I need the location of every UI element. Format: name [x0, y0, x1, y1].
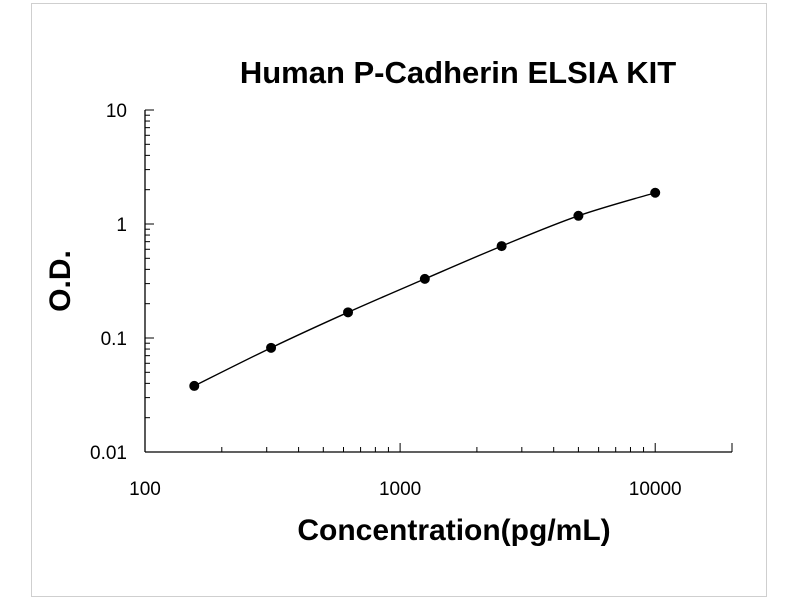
x-tick-label: 100: [129, 479, 161, 500]
axis-tick-labels: 100 1000 10000 0.01 0.1 1 10: [90, 101, 682, 500]
data-point: [573, 210, 584, 221]
data-point: [189, 380, 200, 391]
data-point: [343, 307, 354, 318]
x-axis-label: Concentration(pg/mL): [297, 514, 610, 547]
x-tick-label: 1000: [379, 479, 421, 500]
y-tick-label: 1: [116, 215, 127, 236]
axis-ticks: [144, 109, 733, 453]
data-point: [496, 241, 507, 252]
chart-frame: [31, 3, 767, 597]
y-axis-label: O.D.: [44, 250, 77, 312]
data-series: [189, 187, 661, 391]
data-point: [266, 342, 277, 353]
y-tick-label: 0.1: [101, 329, 127, 350]
data-point: [650, 187, 661, 198]
y-tick-label: 0.01: [90, 443, 127, 464]
chart-title: Human P-Cadherin ELSIA KIT: [240, 55, 676, 90]
data-point: [419, 273, 430, 284]
series-line: [193, 192, 656, 387]
y-tick-label: 10: [106, 101, 127, 122]
x-tick-label: 10000: [629, 479, 682, 500]
